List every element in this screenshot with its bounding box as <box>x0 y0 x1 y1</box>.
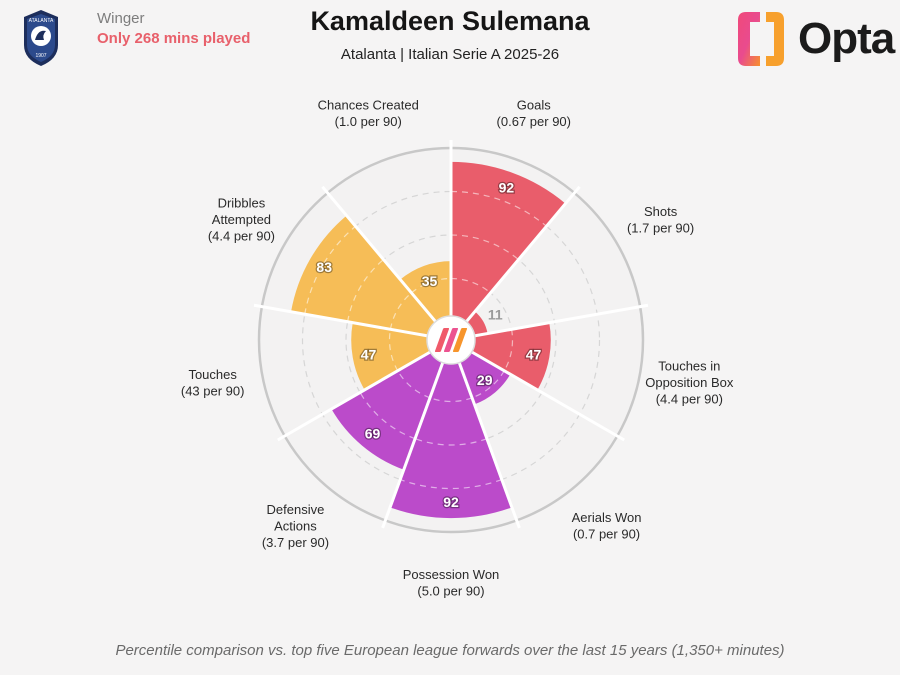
value-label: 69 <box>365 426 381 442</box>
gridline-arc <box>414 438 488 446</box>
sector-divider <box>381 356 447 529</box>
club-badge: ATALANTA 1907 <box>24 10 58 66</box>
gridline-arc <box>397 370 431 399</box>
sector-divider <box>277 347 437 442</box>
gridline-arc <box>388 329 399 372</box>
bar-touches <box>351 322 436 390</box>
bar-dribbles-attempted <box>291 215 440 337</box>
gridline-arc <box>347 259 384 322</box>
sector-divider <box>321 185 441 328</box>
value-label: 83 <box>316 259 332 275</box>
gridline-arc <box>389 292 412 330</box>
minutes-played-note: Only 268 mins played <box>97 30 251 47</box>
club-badge-text: ATALANTA <box>29 18 54 24</box>
bar-goals <box>451 161 566 327</box>
value-label: 92 <box>443 494 459 510</box>
chart-footnote: Percentile comparison vs. top five Europ… <box>115 642 785 659</box>
category-label: Touches in Opposition Box (4.4 per 90) <box>645 359 734 407</box>
opta-logo-icon <box>738 12 784 66</box>
gridline-arc <box>429 397 473 403</box>
gridline-arc <box>359 392 416 440</box>
category-label: Dribbles Attempted (4.4 per 90) <box>208 196 275 244</box>
bar-defensive-actions <box>331 349 445 470</box>
sector-divider <box>461 185 581 328</box>
gridline-arc <box>450 234 519 261</box>
bar-chances-created <box>400 261 451 327</box>
bar-touches-in-opposition-box <box>466 322 551 390</box>
value-label: 35 <box>422 273 438 289</box>
center-logo-icon <box>434 328 468 352</box>
gridline-arc <box>450 277 491 294</box>
value-label: 47 <box>526 347 542 363</box>
sector-divider <box>455 356 521 529</box>
club-badge-year: 1907 <box>35 53 46 59</box>
category-label: Chances Created (1.0 per 90) <box>318 97 419 129</box>
sector-divider <box>465 347 625 442</box>
category-label: Goals (0.67 per 90) <box>497 97 571 129</box>
sector-divider <box>468 303 649 339</box>
chart-subtitle: Atalanta | Italian Serie A 2025-26 <box>340 46 560 63</box>
sector-divider <box>253 303 434 339</box>
gridline-arc <box>304 225 356 315</box>
value-label: 11 <box>488 306 503 322</box>
gridline-arc <box>503 329 514 372</box>
value-label: 47 <box>361 347 377 363</box>
gridline-arc <box>411 277 452 294</box>
category-label: Possession Won (5.0 per 90) <box>403 567 500 599</box>
opta-brand-text: Opta <box>798 14 895 63</box>
category-label: Touches (43 per 90) <box>181 367 245 399</box>
category-label: Shots (1.7 per 90) <box>627 204 694 236</box>
gridline-arc <box>400 478 502 490</box>
gridline-arc <box>450 190 547 227</box>
player-position: Winger <box>97 10 145 27</box>
gridline-arc <box>471 370 505 399</box>
value-label: 29 <box>477 372 493 388</box>
value-label: 92 <box>499 180 515 196</box>
player-name-title: Kamaldeen Sulemana <box>310 6 590 36</box>
category-label: Aerials Won (0.7 per 90) <box>572 510 642 542</box>
gridline-ring <box>345 234 557 446</box>
bar-possession-won <box>390 356 512 519</box>
category-label: Defensive Actions (3.7 per 90) <box>262 502 329 550</box>
